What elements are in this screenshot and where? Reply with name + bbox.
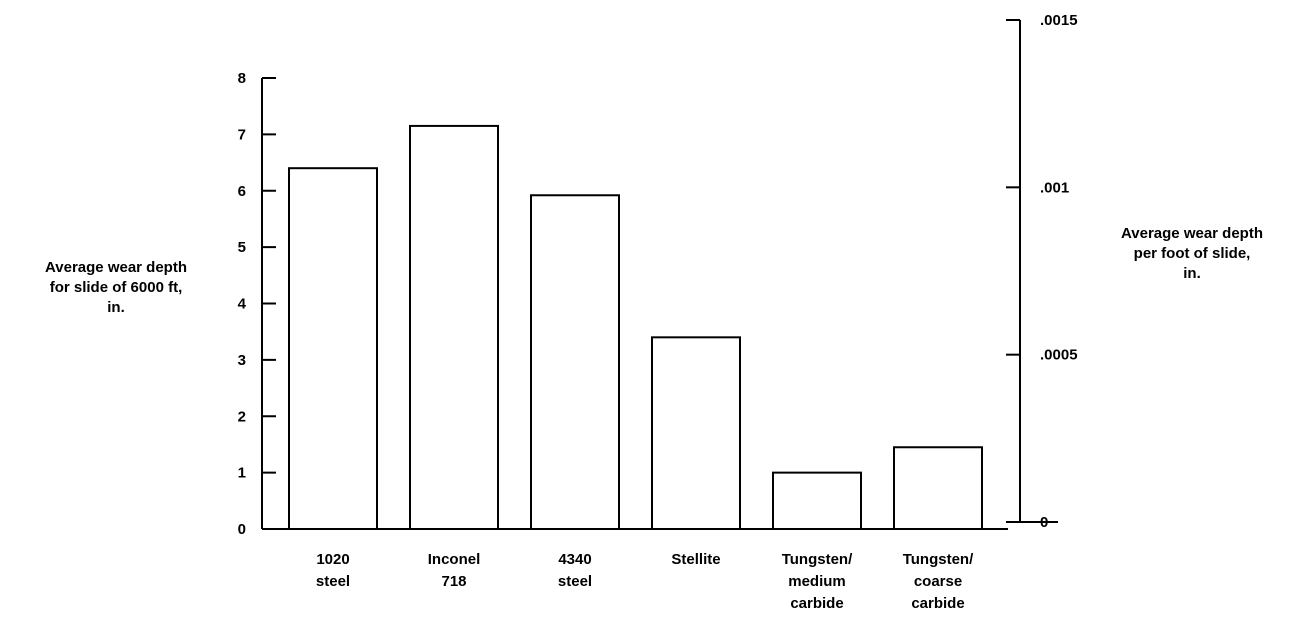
- x-axis: [262, 521, 1058, 530]
- category-label: Tungsten/coarse carbide: [903, 551, 974, 612]
- right-tick-label: .0015: [1040, 12, 1078, 29]
- right-axis-title: Average wear depth per foot of slide, in.: [1121, 225, 1263, 282]
- right-axis-title-line: Average wear depth: [1121, 225, 1263, 242]
- left-axis-title-line: for slide of 6000 ft,: [50, 279, 183, 296]
- bars: [288, 124, 983, 531]
- category-label-line: Stellite: [671, 551, 720, 568]
- category-label-line: coarse: [914, 573, 962, 590]
- bar: [530, 194, 620, 530]
- left-axis-title-line: Average wear depth: [45, 259, 187, 276]
- category-label: Inconel 718: [428, 551, 481, 590]
- bar: [772, 471, 862, 530]
- category-label-line: medium: [788, 573, 846, 590]
- category-label: Stellite: [671, 551, 720, 568]
- bar: [288, 167, 378, 530]
- left-tick-label: 2: [238, 408, 246, 425]
- left-tick-label: 7: [238, 126, 246, 143]
- right-axis-label: Average wear depth per foot of slide, in.: [1121, 225, 1263, 282]
- left-tick-label: 4: [238, 296, 247, 313]
- category-label-line: Inconel: [428, 551, 481, 568]
- left-tick-label: 8: [238, 70, 246, 87]
- left-tick-label: 1: [238, 465, 246, 482]
- right-y-axis: 0.0005.001.0015: [1006, 12, 1078, 531]
- category-label-line: 718: [441, 573, 466, 590]
- category-label: 1020 steel: [316, 551, 350, 590]
- right-tick-label: .001: [1040, 179, 1069, 196]
- left-axis-title-line: in.: [107, 299, 125, 316]
- left-y-axis: 0 1 2 3 4 5 6 7 8: [238, 70, 276, 538]
- category-label-line: steel: [558, 573, 592, 590]
- category-label-line: carbide: [790, 595, 843, 612]
- left-axis-title: Average wear depth for slide of 6000 ft, i…: [45, 259, 187, 316]
- bar: [893, 446, 983, 531]
- bar: [651, 336, 741, 531]
- category-label-line: carbide: [911, 595, 964, 612]
- left-tick-label: 3: [238, 352, 246, 369]
- category-label-line: 1020: [316, 551, 349, 568]
- category-label-line: Tungsten/: [782, 551, 853, 568]
- bar: [409, 124, 499, 530]
- category-label: Tungsten/medium carbide: [782, 551, 853, 612]
- left-axis-label: Average wear depth for slide of 6000 ft, i…: [45, 259, 187, 316]
- right-tick-label: .0005: [1040, 347, 1078, 364]
- right-axis-title-line: in.: [1183, 265, 1201, 282]
- category-label: 4340 steel: [558, 551, 592, 590]
- left-tick-label: 6: [238, 183, 246, 200]
- category-labels: 1020 steel Inconel 718 4340 steel Stellite Tung…: [316, 551, 974, 612]
- category-label-line: 4340: [558, 551, 591, 568]
- category-label-line: Tungsten/: [903, 551, 974, 568]
- category-label-line: steel: [316, 573, 350, 590]
- right-axis-title-line: per foot of slide,: [1134, 245, 1251, 262]
- left-tick-label: 5: [238, 239, 246, 256]
- left-tick-label: 0: [238, 521, 246, 538]
